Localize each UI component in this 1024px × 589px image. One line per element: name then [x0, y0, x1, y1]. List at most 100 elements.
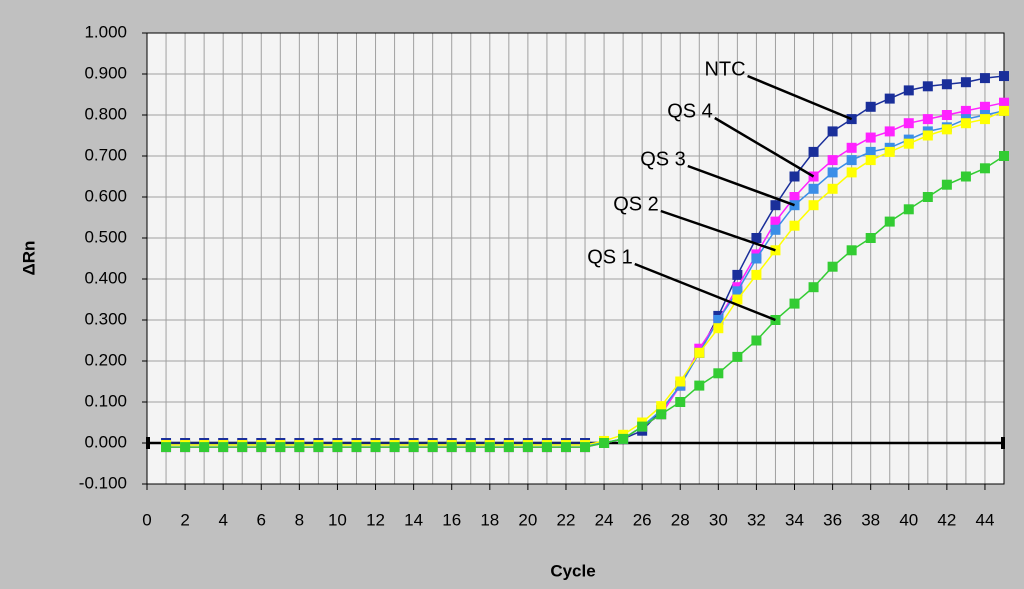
- data-point: [732, 294, 743, 305]
- threshold-handle: [1001, 437, 1005, 449]
- data-point: [808, 200, 819, 211]
- data-point: [789, 192, 800, 202]
- series-label: NTC: [704, 58, 745, 80]
- data-point: [941, 124, 952, 135]
- x-tick-label: 24: [595, 510, 614, 529]
- y-tick-label: 0.400: [84, 268, 127, 287]
- data-point: [522, 442, 533, 453]
- data-point: [903, 85, 914, 96]
- data-point: [789, 298, 800, 309]
- leader-line: [747, 74, 853, 121]
- x-tick-label: 34: [785, 510, 804, 529]
- data-point: [694, 380, 705, 391]
- x-tick-label: 26: [633, 510, 652, 529]
- y-tick-label: 0.800: [84, 104, 127, 123]
- data-point: [884, 146, 895, 157]
- x-tick-label: 20: [518, 510, 537, 529]
- x-tick-label: 30: [709, 510, 728, 529]
- x-tick-label: 0: [142, 510, 151, 529]
- data-point: [960, 77, 971, 88]
- data-point: [846, 245, 857, 256]
- x-tick-label: 16: [442, 510, 461, 529]
- data-point: [427, 442, 438, 453]
- data-point: [979, 101, 990, 112]
- plot-frame: [146, 32, 1005, 485]
- data-point: [884, 126, 895, 137]
- data-point: [941, 79, 952, 90]
- data-point: [827, 126, 838, 137]
- x-tick-label: 38: [861, 510, 880, 529]
- data-point: [656, 409, 667, 420]
- data-point: [713, 368, 724, 379]
- data-point: [675, 376, 686, 387]
- data-point: [846, 142, 857, 153]
- data-point: [999, 105, 1009, 116]
- data-point: [503, 442, 514, 453]
- leader-line: [687, 164, 795, 207]
- y-tick-label: 0.300: [84, 309, 127, 328]
- data-point: [789, 220, 800, 231]
- y-tick-label: 0.900: [84, 63, 127, 82]
- x-tick-label: 12: [366, 510, 385, 529]
- data-point: [675, 397, 686, 407]
- series-label: QS 3: [640, 148, 686, 170]
- data-point: [922, 81, 933, 92]
- data-point: [903, 138, 914, 149]
- data-point: [999, 97, 1009, 108]
- data-point: [903, 204, 914, 215]
- data-point: [751, 253, 762, 264]
- data-point: [694, 347, 705, 358]
- data-point: [941, 110, 952, 120]
- data-point: [979, 163, 990, 174]
- y-tick-label: 0.100: [84, 391, 127, 410]
- data-point: [408, 442, 419, 453]
- leader-line: [634, 262, 776, 322]
- x-tick-label: 32: [747, 510, 766, 529]
- series-label: QS 4: [667, 100, 713, 122]
- threshold-handle: [146, 437, 150, 449]
- data-point: [808, 183, 819, 194]
- leader-line: [714, 116, 815, 178]
- x-tick-label: 14: [404, 510, 423, 529]
- data-point: [713, 323, 724, 334]
- y-tick-label: 0.000: [84, 432, 127, 451]
- data-point: [218, 442, 229, 453]
- data-point: [999, 71, 1009, 82]
- data-point: [960, 171, 971, 182]
- data-point: [256, 442, 267, 453]
- data-point: [808, 146, 819, 157]
- data-point: [732, 269, 743, 280]
- data-point: [560, 442, 571, 453]
- data-point: [846, 167, 857, 178]
- data-point: [999, 151, 1009, 161]
- data-point: [161, 442, 172, 453]
- data-point: [237, 442, 248, 453]
- data-point: [618, 433, 629, 444]
- x-axis-label: Cycle: [550, 561, 595, 580]
- leader-line: [660, 209, 776, 252]
- series-label: QS 1: [587, 246, 633, 268]
- data-point: [884, 93, 895, 104]
- data-point: [465, 442, 476, 453]
- x-tick-label: 42: [937, 510, 956, 529]
- data-point: [865, 155, 876, 166]
- data-point: [637, 421, 648, 432]
- data-point: [808, 282, 819, 293]
- data-point: [922, 130, 933, 141]
- data-point: [922, 114, 933, 125]
- x-tick-label: 18: [480, 510, 499, 529]
- x-tick-label: 28: [671, 510, 690, 529]
- data-point: [770, 216, 781, 227]
- data-point: [389, 442, 400, 453]
- y-tick-label: 0.500: [84, 227, 127, 246]
- data-point: [865, 101, 876, 112]
- data-point: [827, 261, 838, 272]
- x-tick-label: 22: [557, 510, 576, 529]
- data-point: [979, 114, 990, 125]
- data-point: [922, 192, 933, 202]
- y-tick-label: 1.000: [84, 22, 127, 41]
- data-point: [541, 442, 552, 453]
- y-tick-label: 0.200: [84, 350, 127, 369]
- x-tick-label: 2: [180, 510, 189, 529]
- x-tick-label: 4: [218, 510, 227, 529]
